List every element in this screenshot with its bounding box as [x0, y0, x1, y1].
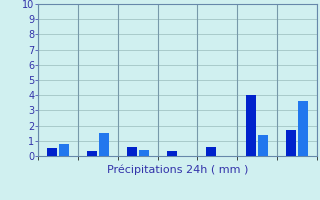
- X-axis label: Précipitations 24h ( mm ): Précipitations 24h ( mm ): [107, 164, 248, 175]
- Bar: [286, 130, 296, 156]
- Bar: [99, 133, 109, 156]
- Bar: [246, 95, 256, 156]
- Bar: [87, 151, 97, 156]
- Bar: [59, 144, 69, 156]
- Bar: [47, 148, 57, 156]
- Bar: [298, 101, 308, 156]
- Bar: [258, 135, 268, 156]
- Bar: [206, 147, 216, 156]
- Bar: [167, 151, 177, 156]
- Bar: [139, 150, 149, 156]
- Bar: [127, 147, 137, 156]
